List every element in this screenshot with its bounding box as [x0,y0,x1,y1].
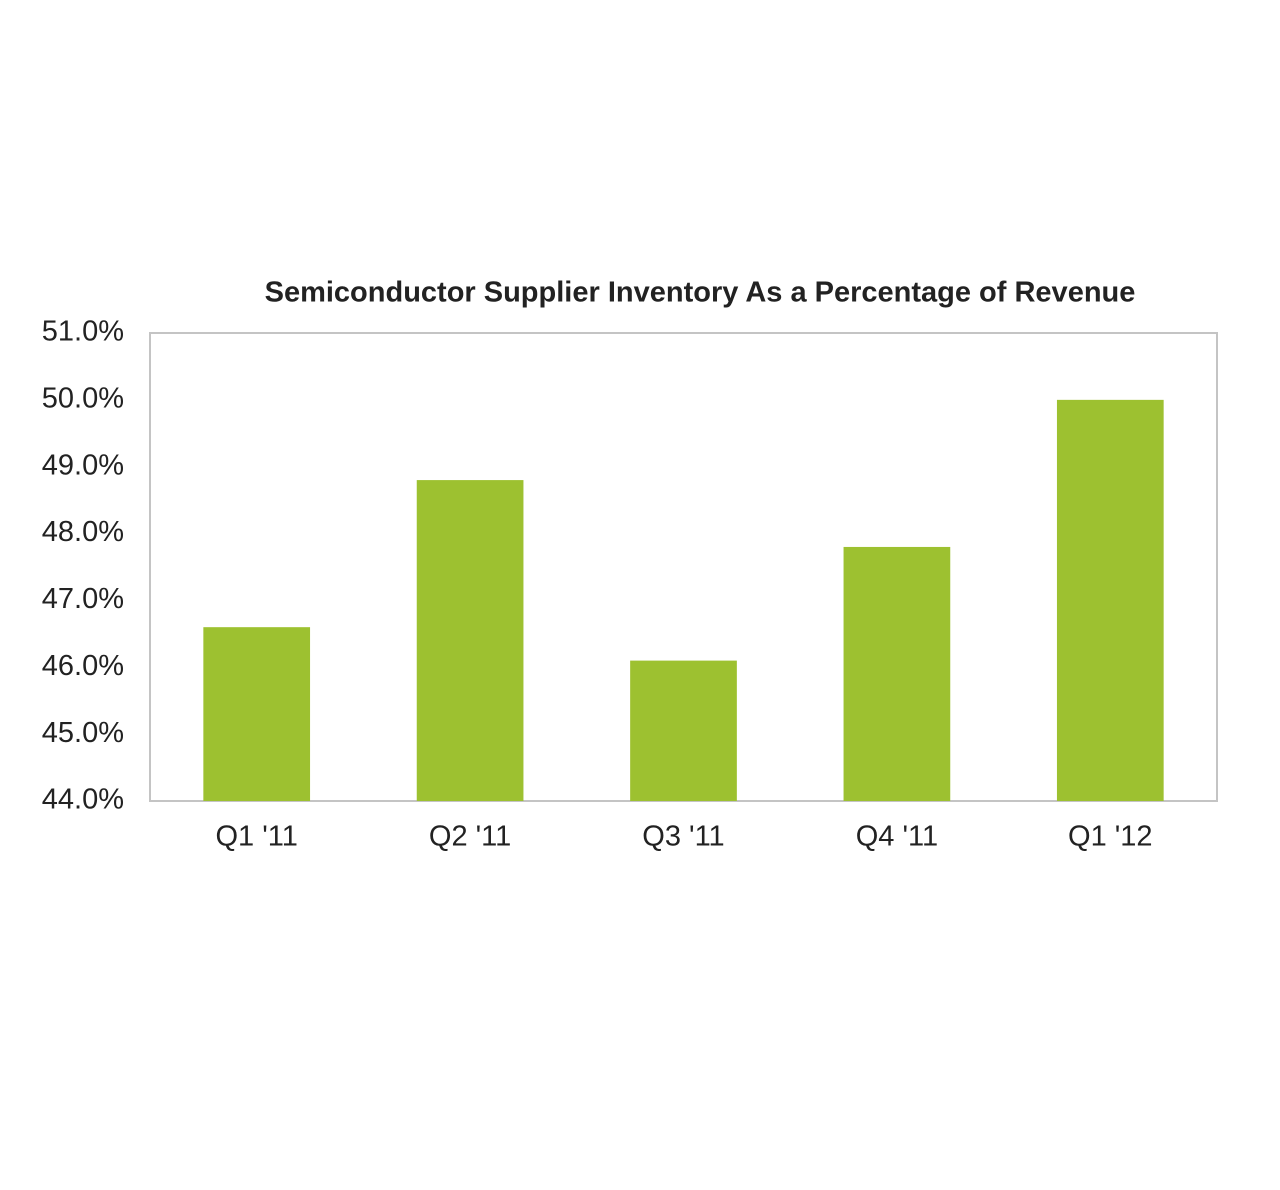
y-tick-label: 46.0% [42,650,124,682]
y-tick-label: 49.0% [42,449,124,481]
x-tick-label: Q3 '11 [642,821,724,853]
x-tick-label: Q2 '11 [429,821,511,853]
x-tick-label: Q4 '11 [856,821,938,853]
x-tick-label: Q1 '11 [216,821,298,853]
y-tick-label: 51.0% [42,316,124,348]
x-tick-label: Q1 '12 [1068,821,1153,853]
y-tick-label: 44.0% [42,784,124,816]
y-tick-label: 48.0% [42,516,124,548]
bar [630,660,737,801]
y-tick-label: 47.0% [42,583,124,615]
y-tick-label: 50.0% [42,383,124,415]
bar [1056,399,1164,801]
bar [203,627,311,801]
chart-title: Semiconductor Supplier Inventory As a Pe… [265,277,1136,309]
bar [843,546,951,801]
bar [416,480,524,801]
y-tick-label: 45.0% [42,717,124,749]
